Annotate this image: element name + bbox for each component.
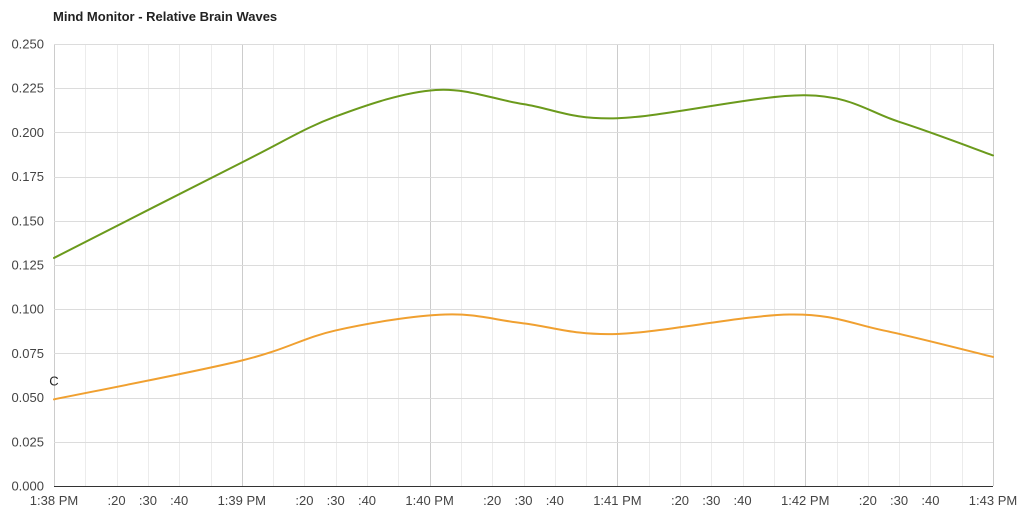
y-tick-label: 0.200 xyxy=(11,125,44,140)
x-minor-tick-label: :40 xyxy=(358,493,376,508)
y-tick-label: 0.175 xyxy=(11,169,44,184)
x-minor-tick-label: :40 xyxy=(546,493,564,508)
grid-layer xyxy=(54,44,994,486)
x-minor-tick-label: :40 xyxy=(170,493,188,508)
y-tick-label: 0.250 xyxy=(11,37,44,52)
y-tick-label: 0.100 xyxy=(11,302,44,317)
x-minor-tick-label: :30 xyxy=(890,493,908,508)
y-tick-label: 0.050 xyxy=(11,390,44,405)
x-minor-tick-label: :40 xyxy=(734,493,752,508)
series-layer xyxy=(53,88,994,401)
x-minor-tick-label: :20 xyxy=(483,493,501,508)
y-tick-label: 0.225 xyxy=(11,81,44,96)
series-line-2 xyxy=(53,313,994,401)
x-minor-tick-label: :30 xyxy=(702,493,720,508)
y-tick-label: 0.000 xyxy=(11,479,44,494)
x-minor-tick-label: :20 xyxy=(108,493,126,508)
y-tick-label: 0.150 xyxy=(11,213,44,228)
x-minor-tick-label: :30 xyxy=(514,493,532,508)
x-major-tick-label: 1:41 PM xyxy=(593,493,641,508)
y-tick-label: 0.125 xyxy=(11,258,44,273)
y-tick-label: 0.025 xyxy=(11,434,44,449)
annotation-label: C xyxy=(49,374,58,389)
x-minor-tick-label: :20 xyxy=(295,493,313,508)
x-major-tick-label: 1:39 PM xyxy=(218,493,266,508)
x-minor-tick-label: :30 xyxy=(327,493,345,508)
x-minor-tick-label: :20 xyxy=(671,493,689,508)
x-major-tick-label: 1:38 PM xyxy=(30,493,78,508)
x-major-tick-label: 1:40 PM xyxy=(405,493,453,508)
x-minor-tick-label: :30 xyxy=(139,493,157,508)
series-line-1 xyxy=(53,88,994,259)
chart-title: Mind Monitor - Relative Brain Waves xyxy=(53,9,278,24)
y-tick-label: 0.075 xyxy=(11,346,44,361)
label-layer: 0.000 0.025 0.050 0.075 0.100 0.125 0.150 0.175… xyxy=(11,37,1017,509)
x-minor-tick-label: :40 xyxy=(921,493,939,508)
x-minor-tick-label: :20 xyxy=(859,493,877,508)
x-major-tick-label: 1:42 PM xyxy=(781,493,829,508)
x-major-tick-label: 1:43 PM xyxy=(969,493,1017,508)
